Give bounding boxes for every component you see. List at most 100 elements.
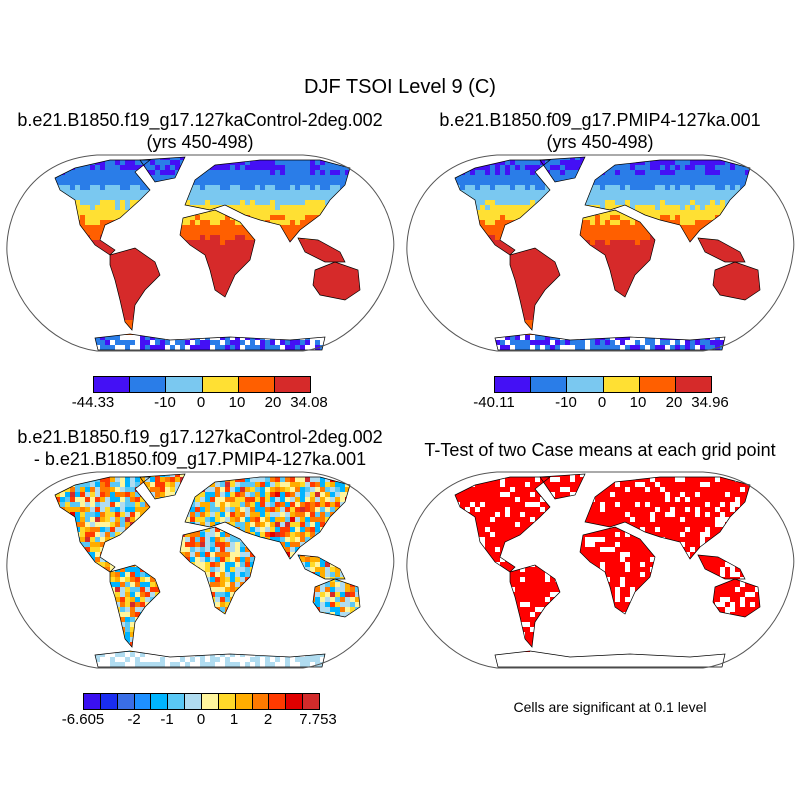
grid-cell (50, 220, 55, 225)
grid-cell (585, 160, 590, 165)
grid-cell (515, 215, 520, 220)
grid-cell (170, 335, 175, 340)
grid-cell (560, 260, 565, 265)
grid-cell (250, 325, 255, 330)
grid-cell (145, 265, 150, 270)
grid-cell (770, 235, 775, 240)
grid-cell (220, 245, 225, 250)
grid-cell (280, 255, 285, 260)
grid-cell (150, 295, 155, 300)
grid-cell (310, 295, 315, 300)
grid-cell (320, 265, 325, 270)
grid-cell (515, 205, 520, 210)
grid-cell (170, 340, 175, 345)
grid-cell (320, 235, 325, 240)
grid-cell (610, 185, 615, 190)
grid-cell (60, 225, 65, 230)
grid-cell (625, 275, 630, 280)
grid-cell (280, 165, 285, 170)
grid-cell (500, 270, 505, 275)
grid-cell (660, 285, 665, 290)
grid-cell (165, 340, 170, 345)
grid-cell (215, 230, 220, 235)
grid-cell (485, 190, 490, 195)
grid-cell (710, 280, 715, 285)
grid-cell (220, 180, 225, 185)
grid-cell (260, 205, 265, 210)
grid-cell (220, 255, 225, 260)
grid-cell (80, 195, 85, 200)
grid-cell (200, 300, 205, 305)
grid-cell (95, 295, 100, 300)
grid-cell (420, 215, 425, 220)
grid-cell (610, 260, 615, 265)
grid-cell (460, 215, 465, 220)
grid-cell (525, 160, 530, 165)
grid-cell (240, 315, 245, 320)
grid-cell (90, 220, 95, 225)
grid-cell (55, 205, 60, 210)
grid-cell (260, 200, 265, 205)
grid-cell (450, 255, 455, 260)
grid-cell (250, 185, 255, 190)
grid-cells (420, 157, 780, 350)
figure-title: DJF TSOI Level 9 (C) (304, 76, 496, 98)
grid-cell (750, 255, 755, 260)
grid-cell (680, 245, 685, 250)
grid-cell (260, 160, 265, 165)
grid-cell (700, 190, 705, 195)
grid-cell (685, 245, 690, 250)
grid-cell (305, 255, 310, 260)
grid-cell (500, 205, 505, 210)
grid-cell (300, 285, 305, 290)
grid-cell (290, 175, 295, 180)
grid-cell (100, 295, 105, 300)
grid-cell (350, 345, 355, 350)
grid-cell (30, 320, 35, 325)
grid-cell (425, 220, 430, 225)
grid-cell (205, 160, 210, 165)
grid-cell (315, 275, 320, 280)
grid-cell (700, 185, 705, 190)
grid-cell (40, 255, 45, 260)
grid-cell (80, 325, 85, 330)
grid-cell (65, 220, 70, 225)
grid-cell (195, 345, 200, 350)
grid-cell (745, 185, 750, 190)
grid-cell (190, 300, 195, 305)
grid-cell (430, 270, 435, 275)
coastline (312, 261, 361, 301)
grid-cell (775, 200, 780, 205)
grid-cell (370, 245, 375, 250)
grid-cell (115, 325, 120, 330)
grid-cell (165, 345, 170, 350)
grid-cell (35, 295, 40, 300)
grid-cell (135, 335, 140, 340)
grid-cell (585, 175, 590, 180)
grid-cell (420, 220, 425, 225)
grid-cell (200, 185, 205, 190)
grid-cell (115, 335, 120, 340)
grid-cell (20, 210, 25, 215)
grid-cell (245, 180, 250, 185)
grid-cell (260, 215, 265, 220)
grid-cell (175, 330, 180, 335)
grid-cell (65, 170, 70, 175)
grid-cell (200, 200, 205, 205)
grid-cell (365, 325, 370, 330)
grid-cell (675, 215, 680, 220)
grid-cell (210, 270, 215, 275)
grid-cell (420, 210, 425, 215)
grid-cell (650, 260, 655, 265)
grid-cell (555, 245, 560, 250)
grid-cell (635, 200, 640, 205)
grid-cell (30, 345, 35, 350)
grid-cell (515, 220, 520, 225)
grid-cell (315, 250, 320, 255)
grid-cell (590, 205, 595, 210)
grid-cell (220, 260, 225, 265)
grid-cell (475, 260, 480, 265)
grid-cell (530, 240, 535, 245)
grid-cell (450, 280, 455, 285)
grid-cell (545, 235, 550, 240)
